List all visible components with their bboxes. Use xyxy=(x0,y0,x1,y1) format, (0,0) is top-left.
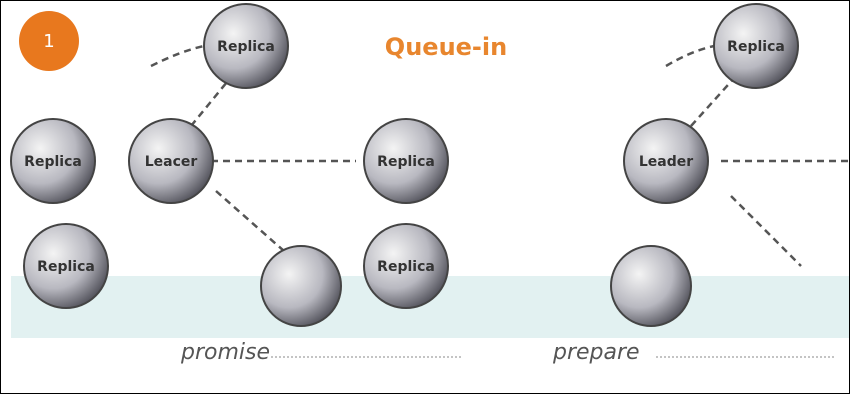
node-circle xyxy=(611,246,691,326)
phase-label: prepare xyxy=(552,340,640,365)
node-label: Replica xyxy=(377,154,435,170)
diagram: Replica Replica Leacer Replica Replica Replic… xyxy=(0,0,850,394)
node-label: Replica xyxy=(217,39,275,55)
node-label: Leader xyxy=(639,154,693,170)
diagram-canvas: Replica Replica Leacer Replica Replica Replic… xyxy=(1,1,849,393)
node-label: Leacer xyxy=(145,154,198,170)
title: Queue-in xyxy=(385,33,507,61)
badge: 1 xyxy=(43,31,54,52)
node-label: Replica xyxy=(727,39,785,55)
node-label: Replica xyxy=(37,259,95,275)
node-circle xyxy=(261,246,341,326)
node-label: Replica xyxy=(377,259,435,275)
node-label: Replica xyxy=(24,154,82,170)
phase-label: promise xyxy=(180,340,270,365)
